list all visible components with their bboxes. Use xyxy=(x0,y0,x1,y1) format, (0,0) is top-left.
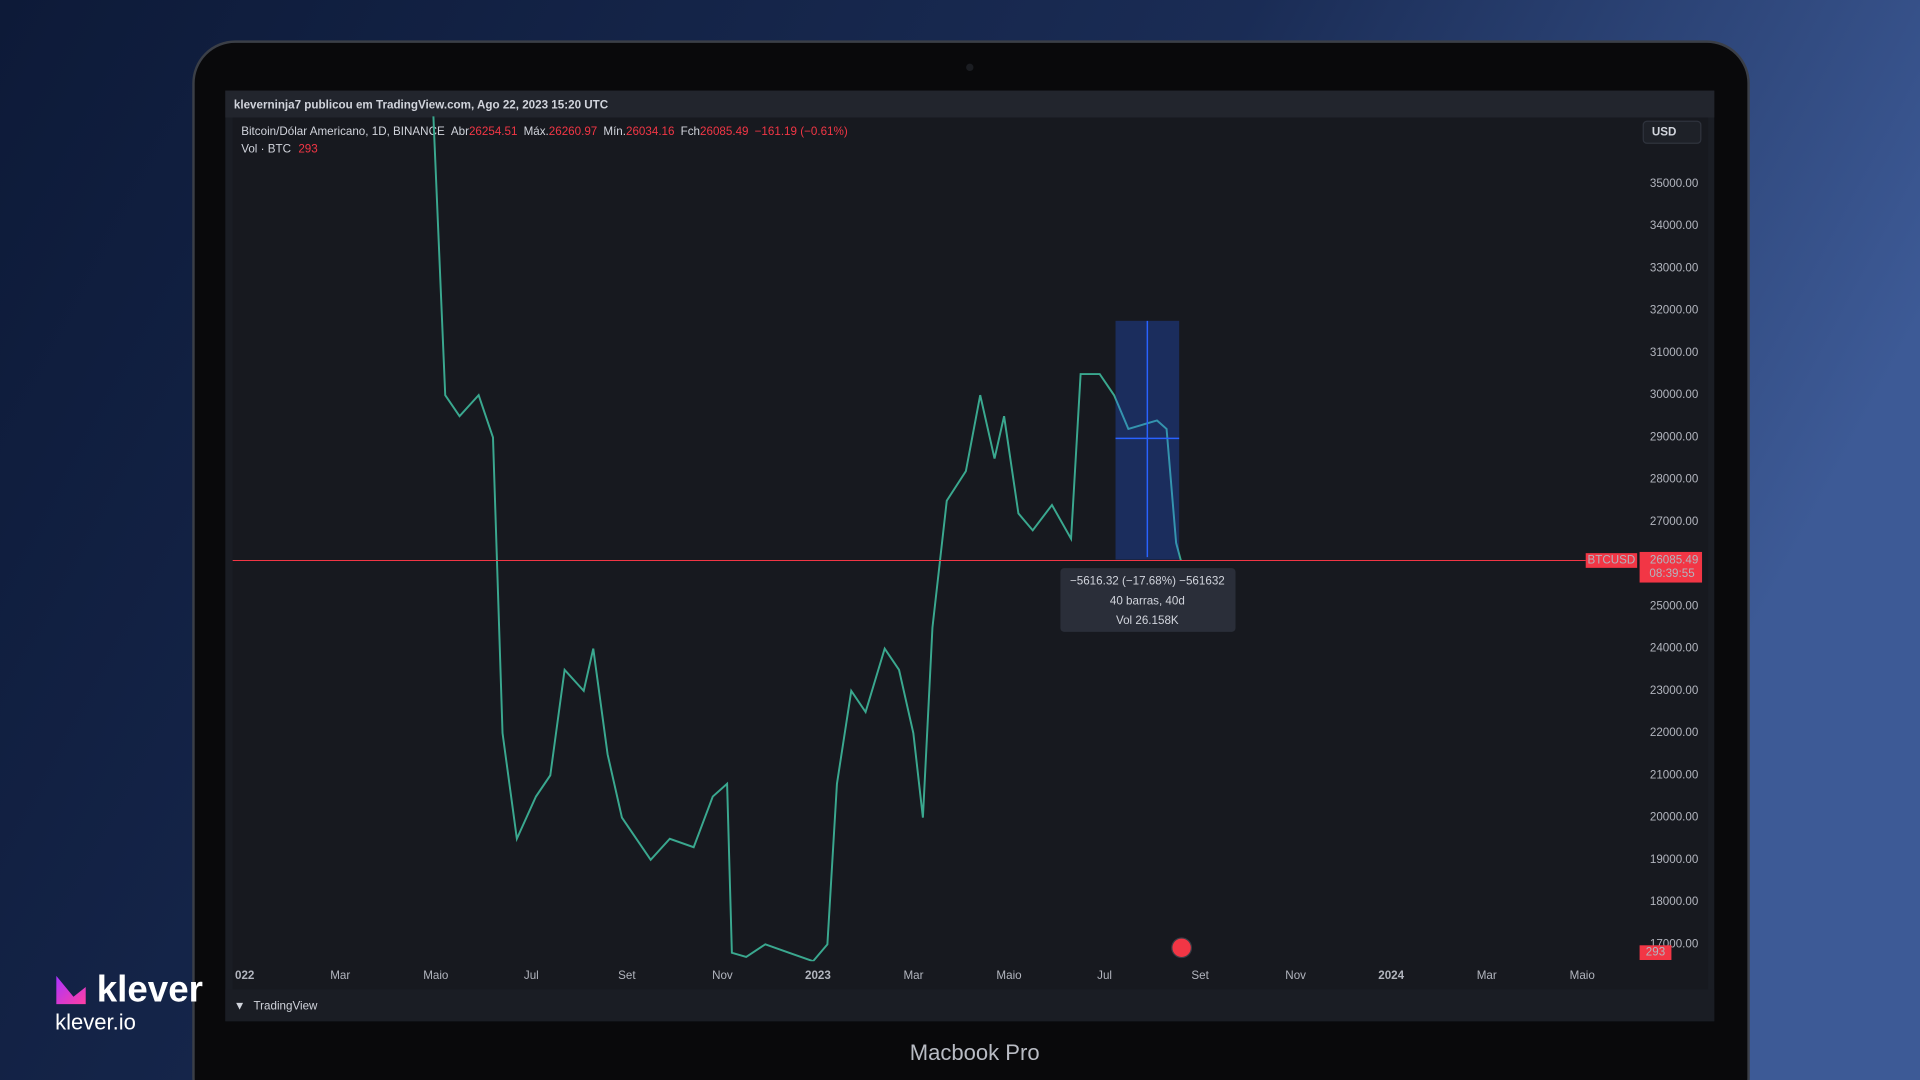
volume-label: Vol · BTC xyxy=(241,142,291,155)
x-tick-label: Maio xyxy=(996,969,1021,982)
plot: 17000.0018000.0019000.0020000.0021000.00… xyxy=(232,116,1703,982)
y-tick-label: 20000.00 xyxy=(1650,811,1699,824)
y-tick-label: 25000.00 xyxy=(1650,599,1699,612)
event-flag[interactable] xyxy=(1171,937,1193,959)
y-tick-label: 19000.00 xyxy=(1650,853,1699,866)
measure-tooltip xyxy=(1060,568,1236,632)
volume-legend: Vol · BTC 293 xyxy=(241,142,318,155)
y-tick-label: 21000.00 xyxy=(1650,768,1699,781)
ohlc-value: 26254.51 xyxy=(469,125,518,138)
x-tick-label: Jul xyxy=(524,969,539,982)
ohlc-value: 26085.49 xyxy=(700,125,749,138)
y-tick-label: 34000.00 xyxy=(1650,219,1699,232)
ohlc-label: Fch xyxy=(681,125,700,138)
y-tick-label: 29000.00 xyxy=(1650,430,1699,443)
brand: klever xyxy=(97,969,203,1010)
ohlc-label: Máx. xyxy=(524,125,549,138)
x-tick-label: Nov xyxy=(1285,969,1306,982)
y-tick-label: 33000.00 xyxy=(1650,261,1699,274)
price-badge-value: 26085.49 xyxy=(1650,554,1698,567)
price-badge xyxy=(1639,551,1703,583)
ohlc-label: Mín. xyxy=(603,125,626,138)
footer-bar xyxy=(225,989,1715,1022)
currency[interactable]: USD xyxy=(1652,125,1677,138)
y-tick-label: 30000.00 xyxy=(1650,388,1699,401)
brand-logo xyxy=(56,975,86,1005)
price-line xyxy=(432,116,1182,962)
chart-title: Bitcoin/Dólar Americano, 1D, BINANCE xyxy=(241,125,445,138)
y-tick-label: 18000.00 xyxy=(1650,895,1699,908)
volume-badge xyxy=(1639,945,1672,960)
camera xyxy=(966,63,974,72)
brand-url: klever.io xyxy=(55,1010,136,1035)
chart-area xyxy=(232,117,1709,990)
x-tick-label: Maio xyxy=(1570,969,1595,982)
x-tick-label: Maio xyxy=(423,969,448,982)
y-tick-label: 28000.00 xyxy=(1650,473,1699,486)
y-tick-label: 35000.00 xyxy=(1650,177,1699,190)
header-bar xyxy=(225,90,1715,118)
legend: Bitcoin/Dólar Americano, 1D, BINANCE Abr2… xyxy=(241,125,848,138)
ohlc-label: Abr xyxy=(451,125,469,138)
change: −161.19 (−0.61%) xyxy=(755,125,848,138)
countdown: 08:39:55 xyxy=(1649,567,1694,580)
y-tick-label: 23000.00 xyxy=(1650,684,1699,697)
currency-button[interactable] xyxy=(1642,120,1702,144)
footer: TradingView xyxy=(253,1000,318,1013)
x-tick-label: Mar xyxy=(330,969,350,982)
y-tick-label: 24000.00 xyxy=(1650,642,1699,655)
y-tick-label: 31000.00 xyxy=(1650,346,1699,359)
y-tick-label: 32000.00 xyxy=(1650,304,1699,317)
x-tick-label: Set xyxy=(618,969,636,982)
y-tick-label: 27000.00 xyxy=(1650,515,1699,528)
device: Macbook Pro xyxy=(910,1040,1040,1065)
volume-value: 293 xyxy=(298,142,317,155)
measure-volume: Vol 26.158K xyxy=(1116,614,1179,627)
tradingview-logo: ▼ xyxy=(234,1000,246,1013)
x-tick-label: 2023 xyxy=(805,969,831,982)
x-tick-label: Mar xyxy=(1477,969,1497,982)
x-tick-label: Mar xyxy=(903,969,923,982)
measure-change: −5616.32 (−17.68%) −561632 xyxy=(1070,575,1225,588)
ohlc-value: 26260.97 xyxy=(549,125,598,138)
x-tick-label: Nov xyxy=(712,969,733,982)
symbol: BTCUSD xyxy=(1588,554,1636,567)
x-tick-label: 022 xyxy=(235,969,254,982)
x-tick-label: Jul xyxy=(1097,969,1112,982)
volume-badge-label: 293 xyxy=(1646,946,1665,959)
ohlc-value: 26034.16 xyxy=(626,125,675,138)
x-tick-label: Set xyxy=(1191,969,1209,982)
symbol-badge xyxy=(1585,553,1638,568)
measure-bars: 40 barras, 40d xyxy=(1110,594,1185,607)
x-tick-label: 2024 xyxy=(1378,969,1404,982)
y-tick-label: 22000.00 xyxy=(1650,726,1699,739)
publisher: kleverninja7 publicou em TradingView.com… xyxy=(234,98,609,111)
